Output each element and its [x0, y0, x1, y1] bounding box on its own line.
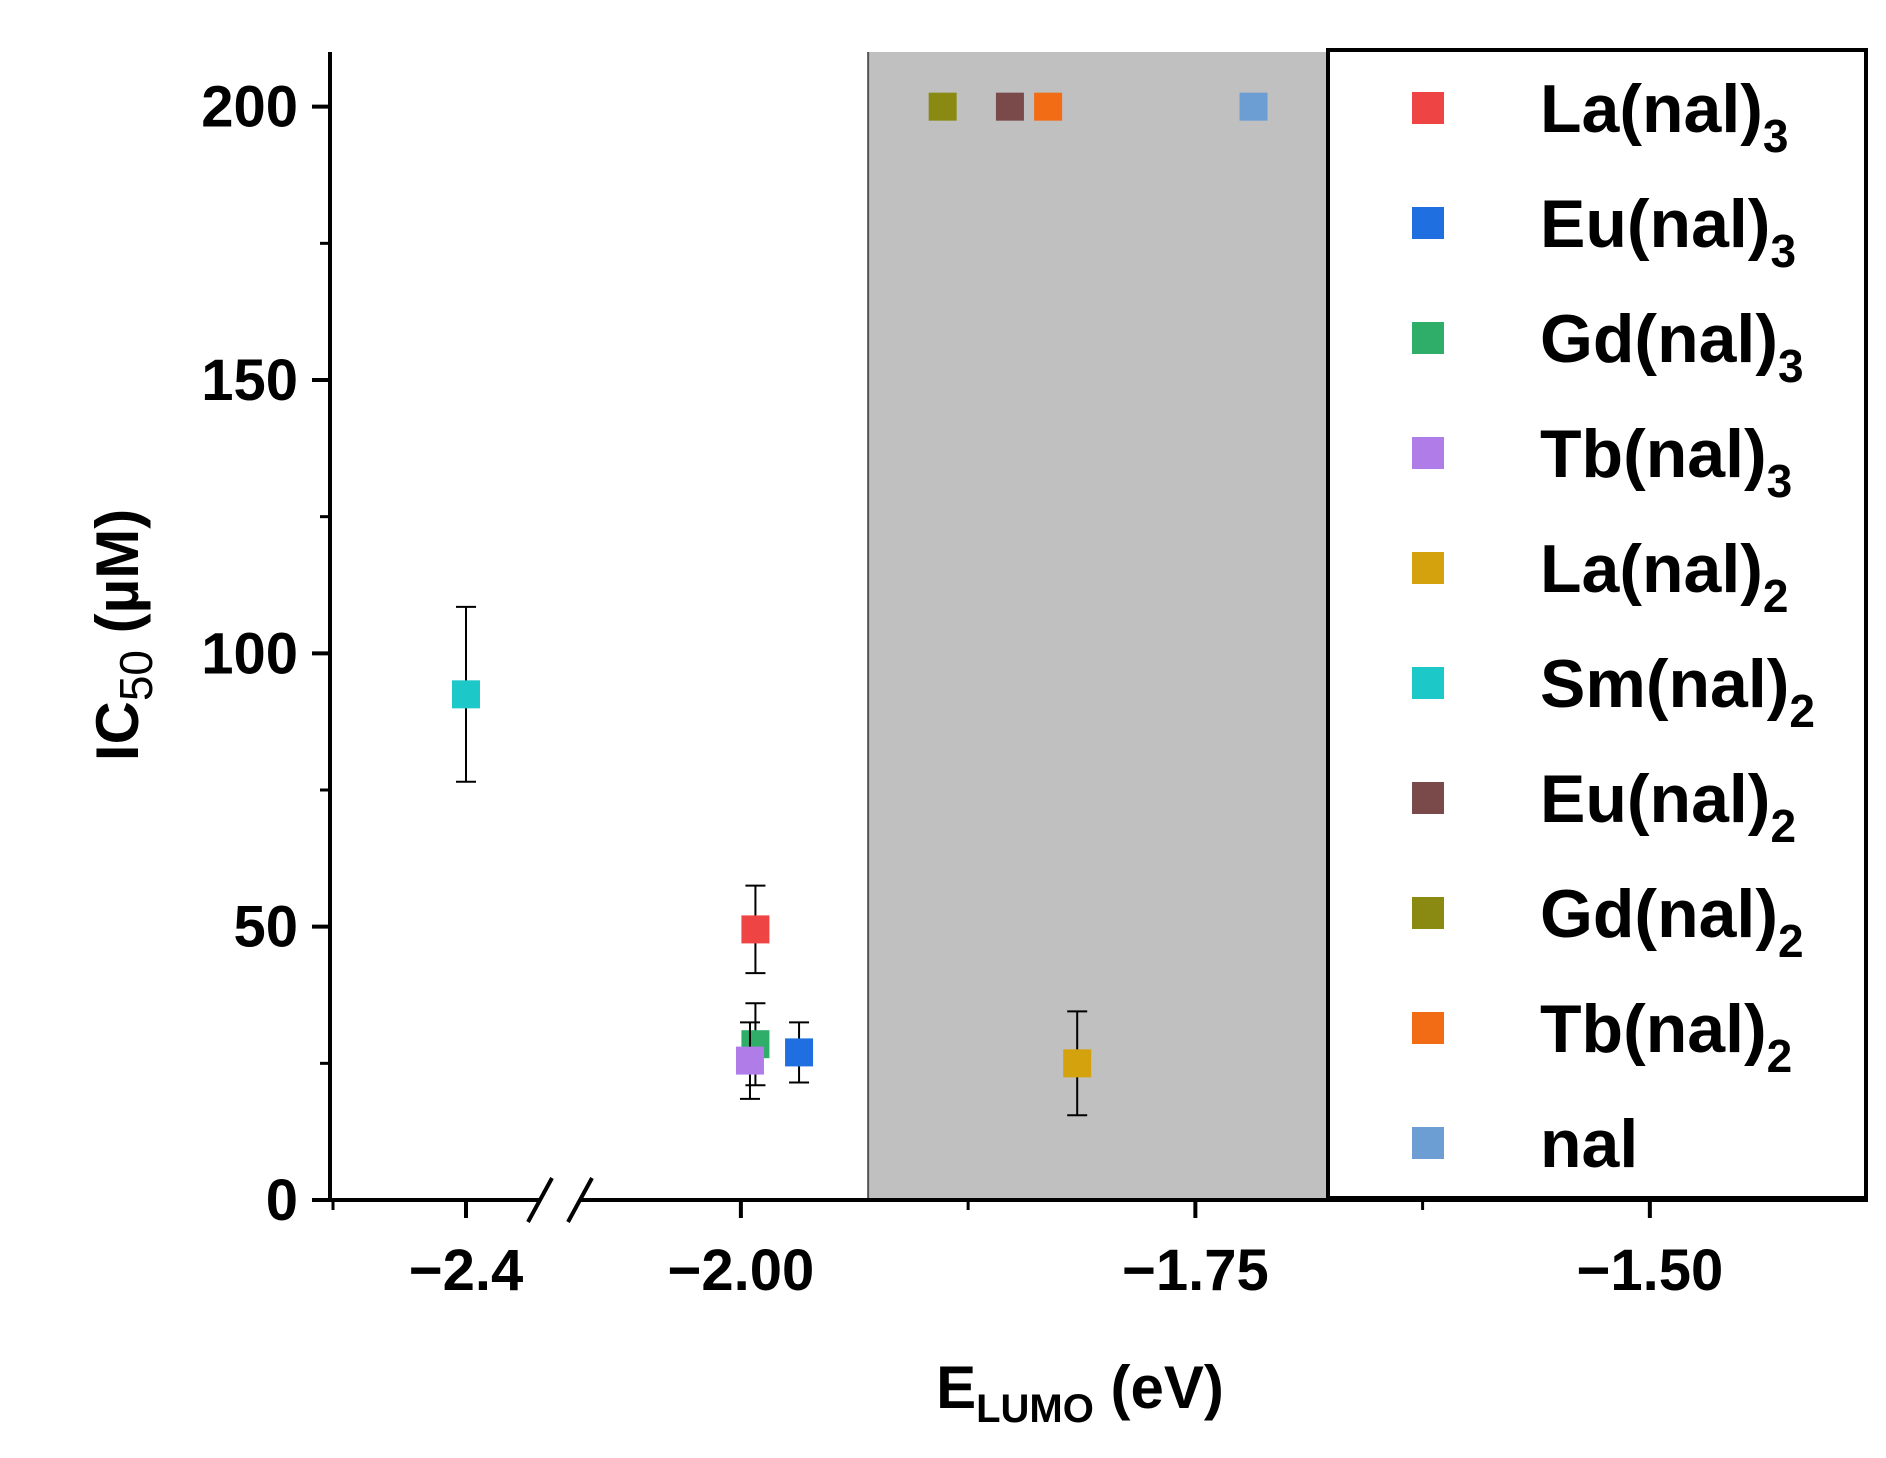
y-axis-title: IC50 (µM): [84, 509, 162, 761]
legend-swatch: [1412, 322, 1444, 354]
data-points-layer: [452, 92, 1268, 1117]
legend-swatch: [1412, 667, 1444, 699]
y-tick-label: 100: [201, 621, 298, 686]
y-tick-label: 200: [201, 75, 298, 140]
legend-label: La(nal)2: [1540, 531, 1789, 622]
legend-label: Eu(nal)3: [1540, 186, 1796, 277]
legend-box: [1326, 48, 1868, 1200]
legend-swatch: [1412, 437, 1444, 469]
legend-swatch: [1412, 1127, 1444, 1159]
data-point: [928, 92, 957, 121]
x-axis-title: ELUMO (eV): [936, 1354, 1224, 1431]
shaded-region: [868, 52, 1369, 1200]
legend-label: Tb(nal)2: [1540, 991, 1792, 1082]
data-point: [785, 1038, 814, 1067]
data-point: [735, 1046, 764, 1075]
legend-label: Sm(nal)2: [1540, 646, 1815, 737]
axis-break-mark: [526, 1177, 554, 1223]
legend-swatch: [1412, 782, 1444, 814]
x-tick-label: −1.75: [1122, 1238, 1269, 1303]
axes-layer: 0 50 100 150 200 −2.4 −2.00 −1.75 −1.50: [201, 52, 1868, 1303]
x-tick-label: −2.4: [409, 1238, 524, 1303]
data-point: [452, 680, 480, 709]
x-tick-label: −2.00: [667, 1238, 814, 1303]
x-tick-label: −1.50: [1576, 1238, 1723, 1303]
shaded-region-layer: [867, 52, 1369, 1200]
legend-swatch: [1412, 92, 1444, 124]
data-point: [1034, 92, 1063, 121]
data-point: [1239, 92, 1268, 121]
legend: La(nal)3 Eu(nal)3 Gd(nal)3 Tb(nal)3 La(nal)2…: [1326, 48, 1868, 1200]
y-tick-label: 50: [233, 895, 298, 960]
legend-swatch: [1412, 897, 1444, 929]
axis-break-mark: [566, 1177, 594, 1223]
y-tick-label: 150: [201, 348, 298, 413]
legend-label: Gd(nal)3: [1540, 301, 1804, 392]
legend-label: nal: [1540, 1106, 1638, 1182]
legend-swatch: [1412, 552, 1444, 584]
legend-label: Eu(nal)2: [1540, 761, 1796, 852]
legend-swatch: [1412, 1012, 1444, 1044]
legend-label: La(nal)3: [1540, 71, 1789, 162]
data-point: [741, 915, 770, 944]
data-point: [995, 92, 1024, 121]
data-point: [1063, 1049, 1092, 1078]
legend-swatch: [1412, 207, 1444, 239]
legend-label: Gd(nal)2: [1540, 876, 1804, 967]
y-tick-label: 0: [266, 1168, 298, 1233]
legend-label: Tb(nal)3: [1540, 416, 1792, 507]
